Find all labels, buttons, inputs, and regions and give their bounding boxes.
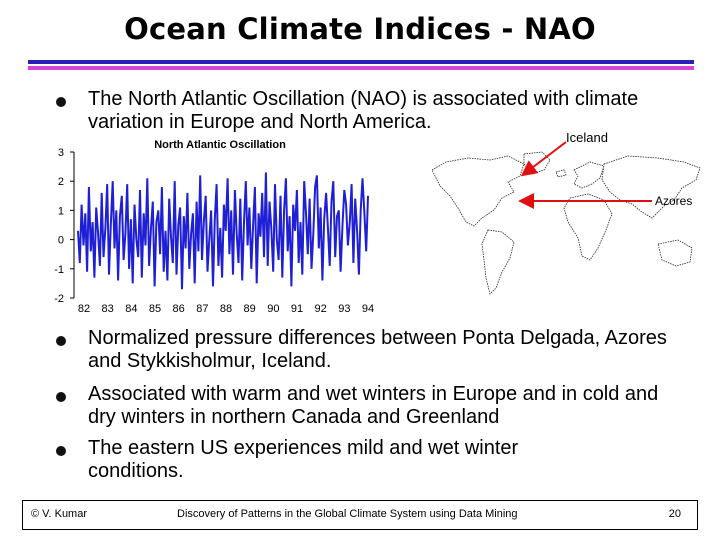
bullet-dot <box>56 392 66 402</box>
bullet-text-2: Associated with warm and wet winters in … <box>88 383 659 428</box>
y-tick-label: 1 <box>58 205 64 217</box>
footer-author: © V. Kumar <box>31 508 87 520</box>
map-europe <box>573 161 605 189</box>
map-australia <box>657 239 693 267</box>
x-tick-label: 82 <box>78 303 90 314</box>
x-tick-label: 87 <box>196 303 208 314</box>
map-africa <box>563 193 613 261</box>
y-tick-label: -1 <box>54 264 64 276</box>
y-tick-label: 0 <box>58 235 64 247</box>
map-north-america <box>431 155 525 227</box>
nao-series-line <box>77 172 369 290</box>
title-rule-magenta <box>28 66 694 70</box>
x-tick-label: 85 <box>149 303 161 314</box>
y-tick-label: 3 <box>58 147 64 159</box>
world-map-svg <box>431 151 701 295</box>
x-tick-label: 86 <box>173 303 185 314</box>
footer-page-number: 20 <box>668 508 681 520</box>
map-iceland <box>555 169 567 178</box>
slide-footer: © V. Kumar Discovery of Patterns in the … <box>22 500 698 530</box>
y-tick-label: -2 <box>54 293 64 305</box>
map-south-america <box>481 229 515 295</box>
bullet-dot <box>56 97 66 107</box>
x-tick-label: 88 <box>220 303 232 314</box>
intro-bullet-text: The North Atlantic Oscillation (NAO) is … <box>88 88 639 133</box>
slide-title: Ocean Climate Indices - NAO <box>124 12 596 46</box>
x-tick-label: 84 <box>125 303 137 314</box>
x-tick-label: 91 <box>291 303 303 314</box>
azores-label: Azores <box>655 194 693 208</box>
x-tick-label: 83 <box>102 303 114 314</box>
map-asia <box>601 155 701 219</box>
x-tick-label: 90 <box>267 303 279 314</box>
x-tick-label: 89 <box>244 303 256 314</box>
title-rule-blue <box>28 60 694 64</box>
footer-course-title: Discovery of Patterns in the Global Clim… <box>177 508 518 520</box>
bullet-text-1: Normalized pressure differences between … <box>88 327 667 372</box>
nao-chart-svg: North Atlantic Oscillation 3 2 1 0 -1 -2 82 83… <box>54 139 374 315</box>
x-tick-label: 93 <box>338 303 350 314</box>
bullet-dot <box>56 336 66 346</box>
world-map <box>428 148 708 308</box>
iceland-label: Iceland <box>566 130 608 145</box>
chart-title: North Atlantic Oscillation <box>154 139 286 151</box>
iceland-arrow <box>520 141 567 177</box>
x-tick-label: 94 <box>362 303 374 314</box>
x-tick-label: 92 <box>315 303 327 314</box>
bullet-dot <box>56 446 66 456</box>
nao-chart: North Atlantic Oscillation 3 2 1 0 -1 -2 82 83… <box>50 136 380 315</box>
y-tick-label: 2 <box>58 176 64 188</box>
bullet-text-3: The eastern US experiences mild and wet … <box>88 437 519 482</box>
